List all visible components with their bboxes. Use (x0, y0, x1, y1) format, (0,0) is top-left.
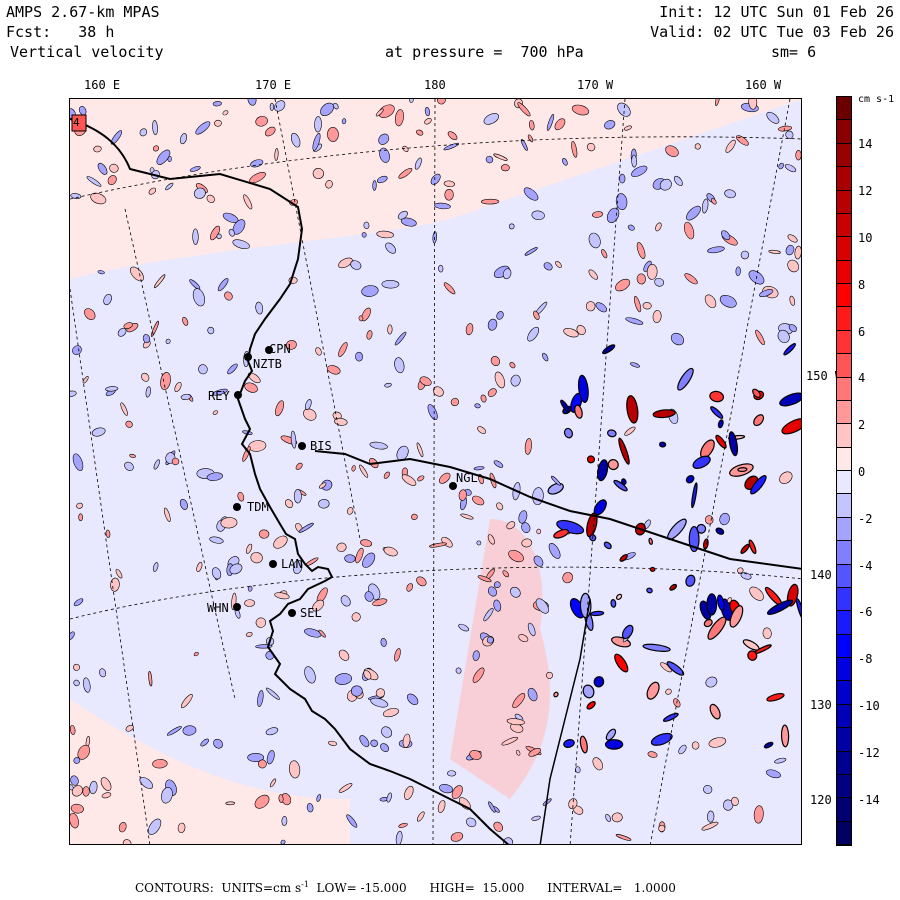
forecast-hour: Fcst: 38 h (6, 23, 115, 41)
colorbar-tick-label: 2 (858, 418, 866, 433)
colorbar-swatch (837, 798, 851, 822)
colorbar-swatch (837, 471, 851, 495)
units-exponent: -1 (301, 880, 309, 889)
colorbar-swatch (837, 821, 851, 845)
corner-label: 4 (73, 116, 80, 129)
map-panel: 4 CPN NZTB REY BIS NGL TDM LAN WHN SEL (69, 98, 802, 845)
pressure-level: at pressure = 700 hPa (385, 43, 584, 61)
colorbar-swatch (837, 611, 851, 635)
contour-units: CONTOURS: UNITS=cm s (135, 881, 302, 895)
lon-label-top: 170 W (577, 78, 614, 92)
station-label-cpn: CPN (269, 342, 291, 356)
colorbar-swatch (837, 400, 851, 425)
colorbar-swatch (837, 751, 851, 775)
colorbar-tick-label: -4 (858, 558, 873, 573)
lon-label-top: 180 (424, 78, 446, 92)
colorbar-tick-label: 6 (858, 324, 866, 339)
colorbar-swatch (837, 167, 851, 191)
colorbar-swatch (837, 97, 851, 121)
model-title: AMPS 2.67-km MPAS (6, 3, 160, 21)
colorbar-tick-label: -2 (858, 511, 873, 526)
contour-range: LOW= -15.000 HIGH= 15.000 INTERVAL= 1.00… (308, 881, 676, 895)
colorbar-tick-label: 12 (858, 184, 873, 199)
station-dot (233, 503, 241, 511)
station-dot (234, 391, 242, 399)
colorbar-swatch (837, 658, 851, 682)
lon-label-top: 170 E (255, 78, 292, 92)
station-dot (244, 353, 252, 361)
colorbar-swatch (837, 728, 851, 752)
colorbar-swatch (837, 634, 851, 658)
colorbar-swatch (837, 284, 851, 308)
colorbar-tick-label: -14 (858, 792, 880, 807)
station-label-ngl: NGL (456, 471, 478, 485)
colorbar-swatch (837, 330, 851, 355)
colorbar (836, 96, 852, 846)
station-dot (265, 346, 273, 354)
station-label-lan: LAN (281, 557, 303, 571)
colorbar-swatch (837, 517, 851, 542)
colorbar-swatch (837, 541, 851, 565)
colorbar-swatch (837, 213, 851, 238)
colorbar-swatch (837, 774, 851, 799)
colorbar-swatch (837, 120, 851, 144)
colorbar-tick-label: 0 (858, 465, 866, 479)
colorbar-swatch (837, 587, 851, 612)
colorbar-units: cm s-1 (858, 94, 895, 105)
colorbar-swatch (837, 704, 851, 729)
variable-name: Vertical velocity (10, 43, 164, 61)
colorbar-tick-label: -10 (858, 699, 880, 713)
station-dot (298, 442, 306, 450)
colorbar-swatch (837, 564, 851, 588)
smoothing: sm= 6 (771, 43, 817, 61)
colorbar-swatch (837, 424, 851, 448)
colorbar-swatch (837, 190, 851, 214)
vertical-velocity-field (70, 99, 801, 844)
colorbar-swatch (837, 237, 851, 261)
valid-time: Valid: 02 UTC Tue 03 Feb 26 (650, 23, 894, 41)
graticule (70, 99, 801, 844)
station-label-whn: WHN (207, 601, 229, 615)
colorbar-swatch (837, 447, 851, 471)
contour-info: CONTOURS: UNITS=cm s-1 LOW= -15.000 HIGH… (135, 880, 676, 895)
colorbar-swatch (837, 354, 851, 378)
colorbar-tick-label: 8 (858, 277, 866, 292)
station-label-bis: BIS (310, 439, 332, 453)
colorbar-tick-label: 10 (858, 231, 873, 245)
colorbar-tick-label: 4 (858, 371, 866, 386)
station-dot (269, 560, 277, 568)
colorbar-swatch (837, 307, 851, 331)
station-label-tdm: TDM (247, 500, 269, 514)
colorbar-swatch (837, 494, 851, 518)
station-label-sel: SEL (300, 606, 322, 620)
colorbar-tick-label: 14 (858, 137, 873, 152)
colorbar-swatch (837, 681, 851, 705)
station-dot (233, 603, 241, 611)
lon-label-top: 160 W (745, 78, 782, 92)
colorbar-swatch (837, 377, 851, 401)
colorbar-tick-label: -8 (858, 652, 873, 667)
init-time: Init: 12 UTC Sun 01 Feb 26 (659, 3, 894, 21)
station-dot (288, 609, 296, 617)
station-label-nztb: NZTB (253, 357, 282, 371)
lon-label-top: 160 E (84, 78, 121, 92)
colorbar-swatch (837, 143, 851, 168)
colorbar-swatch (837, 260, 851, 284)
colorbar-tick-label: -12 (858, 745, 880, 760)
coastline (70, 118, 510, 844)
colorbar-tick-label: -6 (858, 605, 873, 620)
station-label-rey: REY (208, 389, 230, 403)
station-dot (449, 482, 457, 490)
